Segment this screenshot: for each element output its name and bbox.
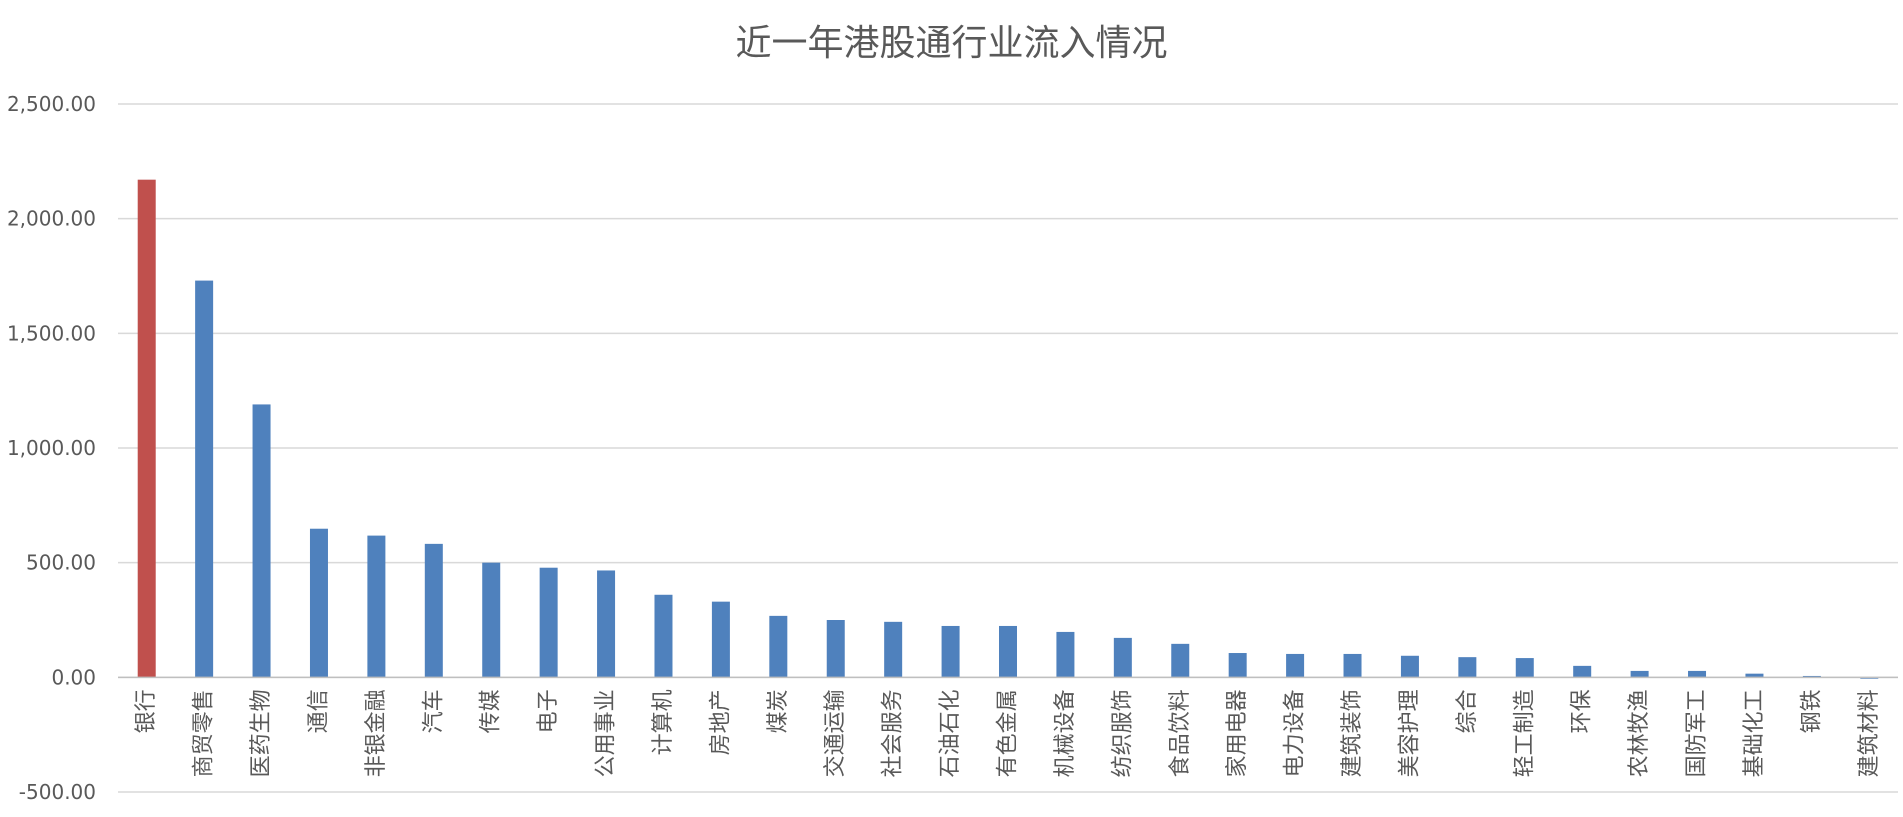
x-tick-label: 计算机: [651, 689, 676, 755]
bar-20: [1228, 653, 1247, 678]
x-tick-label: 农林牧渔: [1627, 689, 1652, 777]
y-tick-label: 2,000.00: [7, 207, 96, 231]
x-tick-label: 纺织服饰: [1110, 689, 1135, 777]
x-tick-label: 房地产: [708, 689, 733, 755]
bar-15: [941, 625, 960, 678]
bar-2: [195, 280, 214, 678]
x-tick-label: 石油石化: [938, 689, 963, 777]
x-tick-label: 公用事业: [594, 689, 619, 777]
y-tick-label: -500.00: [19, 780, 96, 804]
bar-9: [597, 570, 616, 678]
bar-25: [1515, 658, 1534, 678]
bar-10: [654, 594, 673, 678]
x-tick-label: 建筑材料: [1857, 689, 1882, 777]
chart-title: 近一年港股通行业流入情况: [735, 23, 1168, 64]
bar-19: [1171, 643, 1190, 678]
bar-26: [1573, 665, 1592, 678]
y-tick-label: 1,000.00: [7, 436, 96, 460]
x-tick-label: 钢铁: [1799, 689, 1824, 733]
x-tick-label: 社会服务: [881, 689, 906, 777]
x-tick-label: 医药生物: [249, 689, 274, 777]
x-tick-label: 银行: [134, 689, 159, 733]
bar-17: [1056, 631, 1075, 678]
bar-23: [1400, 655, 1419, 678]
bar-11: [711, 601, 730, 678]
bar-29: [1745, 673, 1764, 678]
x-tick-label: 传媒: [479, 689, 504, 733]
x-tick-label: 环保: [1570, 689, 1595, 733]
x-tick-label: 通信: [306, 689, 331, 733]
y-axis-ticks: -500.00 0.00 500.00 1,000.00 1,500.00 2,000.0…: [7, 92, 96, 804]
bar-series: [137, 179, 1879, 679]
x-tick-label: 商贸零售: [192, 689, 217, 777]
x-tick-label: 基础化工: [1742, 689, 1767, 777]
y-tick-label: 1,500.00: [7, 321, 96, 345]
y-tick-label: 500.00: [26, 551, 96, 575]
bar-16: [999, 625, 1017, 678]
bar-28: [1688, 670, 1707, 678]
bar-4: [309, 528, 328, 678]
y-tick-label: 0.00: [51, 665, 96, 689]
bar-1: [137, 179, 156, 678]
gridlines: [118, 103, 1898, 793]
x-tick-label: 煤炭: [766, 689, 791, 733]
x-tick-label: 机械设备: [1053, 689, 1078, 777]
x-tick-label: 国防军工: [1685, 689, 1710, 777]
bar-12: [769, 615, 788, 678]
x-tick-label: 电子: [536, 689, 561, 733]
bar-8: [539, 567, 558, 678]
bar-24: [1458, 657, 1477, 678]
x-tick-label: 建筑装饰: [1340, 689, 1365, 777]
x-tick-label: 综合: [1455, 689, 1480, 733]
bar-22: [1343, 653, 1362, 678]
bar-5: [367, 535, 386, 678]
x-tick-label: 美容护理: [1397, 689, 1422, 777]
x-tick-label: 有色金属: [996, 689, 1021, 777]
x-tick-label: 汽车: [421, 689, 446, 733]
x-tick-label: 非银金融: [364, 689, 389, 777]
bar-21: [1286, 653, 1305, 678]
x-axis-labels: 银行 商贸零售 医药生物 通信 非银金融 汽车 传媒 电子 公用事业 计算机 房地产 煤炭 交通运输 社会…: [134, 689, 1882, 777]
x-tick-label: 食品饮料: [1168, 689, 1193, 777]
x-tick-label: 交通运输: [823, 689, 848, 777]
bar-27: [1630, 670, 1649, 678]
bar-13: [826, 620, 845, 678]
bar-3: [252, 404, 271, 678]
bar-14: [884, 621, 903, 678]
bar-6: [424, 543, 443, 678]
bar-7: [482, 562, 501, 678]
x-tick-label: 家用电器: [1225, 689, 1250, 777]
x-tick-label: 轻工制造: [1512, 689, 1537, 777]
x-tick-label: 电力设备: [1283, 689, 1308, 777]
bar-18: [1113, 637, 1132, 678]
y-tick-label: 2,500.00: [7, 92, 96, 116]
